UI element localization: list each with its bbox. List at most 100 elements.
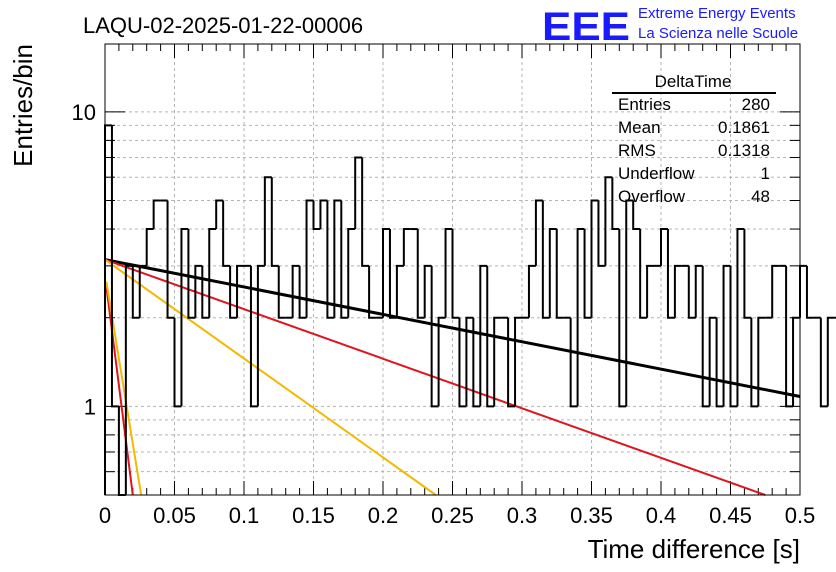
histogram-bin	[382, 228, 390, 318]
stats-label: Mean	[618, 118, 661, 137]
stats-rows: Entries 280 Mean 0.1861 RMS 0.1318 Underflow 1 O…	[618, 95, 770, 206]
stats-label: Entries	[618, 95, 671, 114]
histogram-bin	[805, 265, 814, 319]
histogram-bin	[291, 264, 300, 318]
histogram-bin	[736, 228, 745, 407]
eee-logo: EEE Extreme Energy Events La Scienza nel…	[542, 5, 798, 49]
histogram-bin	[597, 200, 606, 267]
histogram-bin	[249, 265, 258, 408]
y-tick-label: 1	[84, 394, 96, 419]
histogram-bin	[319, 199, 328, 230]
histogram-bin	[541, 200, 550, 319]
histogram-bin	[110, 125, 119, 408]
histogram-bin	[743, 229, 752, 319]
stats-box-title: DeltaTime	[655, 72, 732, 91]
histogram-bin	[826, 316, 835, 407]
histogram-bin	[618, 229, 627, 408]
histogram-bin	[312, 200, 321, 231]
histogram-bin	[486, 265, 495, 408]
histogram-bars	[104, 124, 836, 496]
histogram-bin	[263, 176, 272, 266]
histogram-bin	[187, 229, 196, 319]
histogram-bin	[145, 228, 154, 266]
histogram-bin	[583, 229, 592, 319]
x-tick-label: 0.3	[507, 503, 538, 528]
histogram-bin	[514, 316, 522, 407]
histogram-bin	[729, 265, 738, 408]
axis-ticks: 0 0.05 0.1 0.15 0.2 0.25 0.3 0.35 0.4 0.45 0.5 1 10	[72, 44, 816, 528]
fit-curve-1	[104, 258, 801, 398]
histogram-bin	[131, 265, 140, 319]
histogram-bin	[305, 199, 314, 318]
histogram-bin	[229, 265, 238, 319]
histogram-bin	[208, 228, 217, 318]
fit-curves	[104, 258, 801, 496]
histogram-bin	[604, 176, 613, 266]
histogram-bin	[222, 200, 231, 267]
histogram-bin	[124, 264, 133, 495]
histogram-bin	[270, 177, 279, 267]
histogram-bin	[611, 177, 620, 231]
x-tick-label: 0.4	[646, 503, 677, 528]
histogram-bin	[715, 317, 724, 408]
histogram-bin	[534, 199, 543, 266]
eee-logo-line1: Extreme Energy Events	[638, 5, 796, 22]
histogram-bin	[215, 199, 224, 230]
stats-value: 1	[761, 164, 770, 183]
histogram-bin	[479, 264, 488, 407]
histogram-bin	[666, 229, 675, 319]
histogram-bin	[792, 316, 800, 407]
histogram-bin	[548, 228, 557, 318]
histogram-bin	[646, 264, 655, 318]
histogram-bin	[819, 317, 828, 408]
histogram-bin	[173, 317, 182, 408]
stats-value: 0.1318	[718, 141, 770, 160]
x-tick-label: 0.45	[709, 503, 752, 528]
x-tick-label: 0.2	[368, 503, 399, 528]
x-tick-label: 0.5	[785, 503, 816, 528]
histogram-bin	[138, 264, 147, 318]
x-tick-label: 0.15	[292, 503, 335, 528]
y-axis-title: Entries/bin	[8, 44, 38, 167]
stats-value: 48	[751, 187, 770, 206]
x-tick-label: 0.1	[229, 503, 260, 528]
histogram-bin	[423, 264, 432, 318]
histogram-bin	[687, 265, 696, 319]
histogram-bin	[444, 228, 453, 318]
eee-logo-line2: La Scienza nelle Scuole	[638, 25, 798, 42]
histogram-bin	[388, 229, 397, 319]
histogram-bin	[493, 316, 502, 407]
histogram-bin	[437, 316, 446, 407]
histogram-bin	[639, 229, 648, 319]
histogram-bin	[757, 316, 766, 407]
histogram-bin	[368, 265, 377, 319]
stats-label: RMS	[618, 141, 656, 160]
histogram-bin	[361, 157, 370, 267]
stats-value: 0.1861	[718, 118, 770, 137]
histogram-bin	[701, 265, 710, 408]
histogram-bin	[194, 264, 203, 318]
histogram-bin	[708, 316, 717, 407]
x-tick-label: 0.35	[570, 503, 613, 528]
histogram-bin	[507, 317, 516, 408]
stats-box: DeltaTime Entries 280 Mean 0.1861 RMS 0.1318 U…	[612, 72, 776, 206]
histogram-bin	[458, 317, 467, 408]
x-tick-label: 0.25	[431, 503, 474, 528]
histogram-bin	[277, 265, 286, 319]
histogram-bin	[694, 264, 703, 318]
histogram-bin	[354, 156, 363, 230]
histogram-bin	[347, 228, 356, 318]
histogram-bin	[673, 264, 682, 318]
y-tick-label: 10	[72, 100, 96, 125]
eee-logo-text: EEE	[542, 5, 630, 49]
histogram-bin	[555, 229, 564, 319]
histogram-bin	[632, 200, 641, 231]
histogram-bin	[236, 264, 244, 318]
histogram-bin	[201, 265, 210, 319]
stats-label: Underflow	[618, 164, 695, 183]
histogram-bin	[771, 264, 780, 318]
histogram-bin	[799, 264, 807, 318]
x-axis-title: Time difference [s]	[588, 534, 800, 564]
histogram-bin	[465, 316, 474, 407]
